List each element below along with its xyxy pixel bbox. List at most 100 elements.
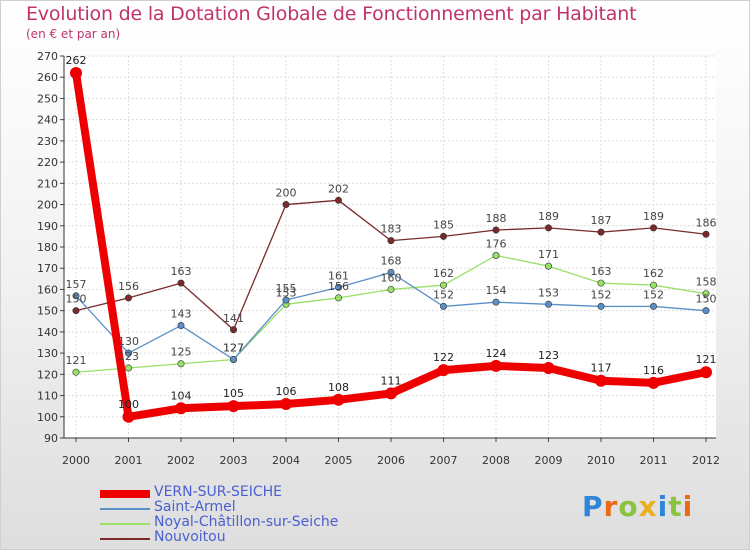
data-label: 125	[171, 346, 192, 359]
data-label: 124	[486, 347, 507, 360]
data-label: 143	[171, 308, 192, 321]
data-point	[597, 228, 605, 236]
legend-label: Nouvoitou	[154, 529, 226, 545]
y-tick-label: 110	[37, 390, 58, 403]
data-label: 152	[433, 288, 454, 301]
data-point	[700, 366, 712, 379]
data-point	[490, 359, 502, 372]
data-label: 100	[118, 398, 139, 411]
chart-title: Evolution de la Dotation Globale de Fonc…	[26, 3, 637, 25]
data-label: 106	[276, 385, 297, 398]
data-point	[492, 226, 500, 234]
data-label: 161	[328, 269, 349, 282]
data-point	[387, 285, 395, 293]
data-point	[387, 268, 395, 276]
data-point	[125, 364, 133, 372]
y-tick-label: 220	[37, 156, 58, 169]
data-point	[439, 302, 447, 310]
data-point	[72, 368, 80, 376]
data-point	[702, 307, 710, 315]
data-point	[439, 232, 447, 240]
legend-label: VERN-SUR-SEICHE	[154, 484, 283, 500]
data-label: 176	[486, 237, 507, 250]
data-label: 158	[696, 276, 717, 289]
data-label: 152	[591, 288, 612, 301]
x-tick-label: 2005	[325, 454, 353, 467]
data-point	[649, 281, 657, 289]
data-label: 121	[696, 353, 717, 366]
data-point	[334, 294, 342, 302]
data-label: 186	[696, 216, 717, 229]
data-point	[544, 300, 552, 308]
x-tick-label: 2003	[220, 454, 248, 467]
logo-letter: x	[638, 490, 658, 523]
data-point	[437, 364, 450, 377]
x-tick-label: 2007	[430, 454, 458, 467]
data-label: 189	[538, 210, 559, 223]
data-label: 185	[433, 218, 454, 231]
data-point	[334, 283, 342, 291]
data-label: 160	[381, 271, 402, 284]
data-point	[72, 307, 80, 315]
data-label: 121	[66, 354, 87, 367]
x-tick-label: 2009	[535, 454, 563, 467]
data-point	[227, 400, 240, 413]
data-label: 162	[643, 267, 664, 280]
y-tick-label: 90	[44, 432, 58, 445]
data-label: 156	[328, 280, 349, 293]
data-point	[647, 376, 660, 389]
data-label: 171	[538, 248, 559, 261]
data-label: 127	[223, 341, 244, 354]
x-tick-label: 2010	[587, 454, 615, 467]
data-point	[597, 302, 605, 310]
y-tick-label: 270	[37, 50, 58, 63]
data-label: 153	[276, 286, 297, 299]
y-tick-label: 190	[37, 220, 58, 233]
data-point	[439, 281, 447, 289]
logo-letter: i	[682, 490, 694, 523]
data-point	[282, 296, 290, 304]
data-point	[177, 279, 185, 287]
legend-swatch	[100, 538, 150, 540]
data-label: 189	[643, 210, 664, 223]
data-point	[230, 355, 238, 363]
x-tick-label: 2000	[62, 454, 90, 467]
data-label: 130	[118, 335, 139, 348]
data-label: 105	[223, 387, 244, 400]
y-tick-label: 200	[37, 199, 58, 212]
data-label: 141	[223, 312, 244, 325]
data-label: 111	[381, 374, 402, 387]
legend-label: Noyal-Châtillon-sur-Seiche	[154, 514, 339, 530]
data-label: 155	[276, 282, 297, 295]
legend-swatch	[100, 490, 150, 498]
data-label: 150	[66, 293, 87, 306]
x-tick-label: 2002	[167, 454, 195, 467]
x-tick-label: 2012	[692, 454, 720, 467]
data-label: 123	[538, 349, 559, 362]
data-point	[649, 302, 657, 310]
y-tick-label: 230	[37, 135, 58, 148]
logo-letter: P	[582, 490, 604, 523]
data-label: 188	[486, 212, 507, 225]
logo-letter: t	[668, 490, 683, 523]
data-label: 187	[591, 214, 612, 227]
logo-letter: r	[603, 490, 619, 523]
data-label: 156	[118, 280, 139, 293]
data-label: 152	[643, 288, 664, 301]
data-point	[544, 224, 552, 232]
data-label: 154	[486, 284, 507, 297]
data-label: 127	[223, 341, 244, 354]
data-point	[125, 349, 133, 357]
data-point	[544, 262, 552, 270]
x-tick-label: 2011	[640, 454, 668, 467]
y-tick-label: 240	[37, 114, 58, 127]
data-point	[230, 326, 238, 334]
data-point	[702, 230, 710, 238]
data-point	[332, 393, 345, 406]
y-tick-label: 100	[37, 411, 58, 424]
data-label: 202	[328, 182, 349, 195]
data-point	[542, 361, 555, 374]
data-label: 104	[171, 389, 192, 402]
data-point	[280, 398, 292, 411]
